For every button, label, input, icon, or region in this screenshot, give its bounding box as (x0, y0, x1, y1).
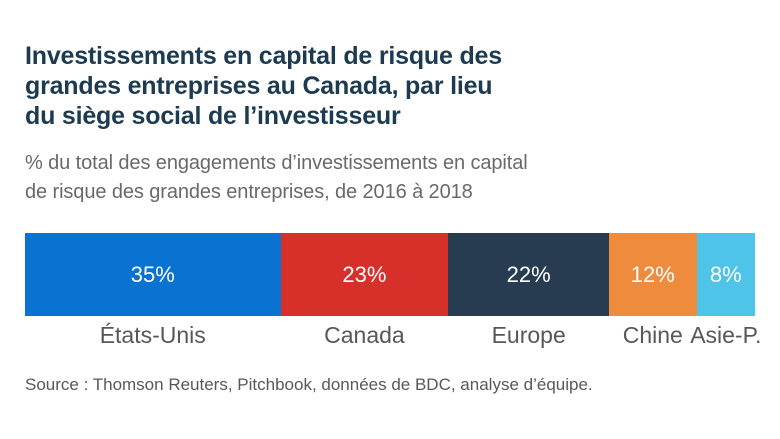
bar-segment-Canada: 23% (280, 233, 449, 316)
source-note: Source : Thomson Reuters, Pitchbook, don… (25, 375, 593, 394)
bar-segment-Europe: 22% (448, 233, 609, 316)
bar-value-label: 22% (506, 261, 551, 287)
category-label-Chine: Chine (622, 322, 683, 348)
bar-segment-Asie-P.: 8% (696, 233, 755, 316)
chart-title-line-2: grandes entreprises au Canada, par lieu (25, 72, 493, 100)
chart-subtitle-line-2: de risque des grandes entreprises, de 20… (25, 181, 473, 203)
category-labels: États-Unis Canada Europe Chine Asie-P. (25, 321, 762, 349)
bar-value-label: 8% (709, 261, 742, 287)
bar-segment-États-Unis: 35% (25, 233, 281, 316)
chart-title-line-3: du siège social de l’investisseur (25, 102, 401, 130)
stacked-bar: 35% 23% 22% 12% 8% (25, 233, 755, 316)
category-label-Europe: Europe (491, 322, 566, 348)
category-label-Asie-P.: Asie-P. (690, 322, 762, 348)
category-label-États-Unis: États-Unis (99, 322, 206, 348)
bar-value-label: 12% (630, 261, 675, 287)
bar-value-label: 23% (342, 261, 387, 287)
chart-subtitle: % du total des engagements d’investissem… (25, 149, 528, 207)
chart-subtitle-line-1: % du total des engagements d’investissem… (25, 152, 528, 174)
category-label-Canada: Canada (324, 322, 405, 348)
bar-segment-Chine: 12% (608, 233, 697, 316)
chart-title: Investissements en capital de risque des… (25, 41, 502, 131)
chart-title-line-1: Investissements en capital de risque des (25, 42, 502, 70)
bar-value-label: 35% (130, 261, 175, 287)
